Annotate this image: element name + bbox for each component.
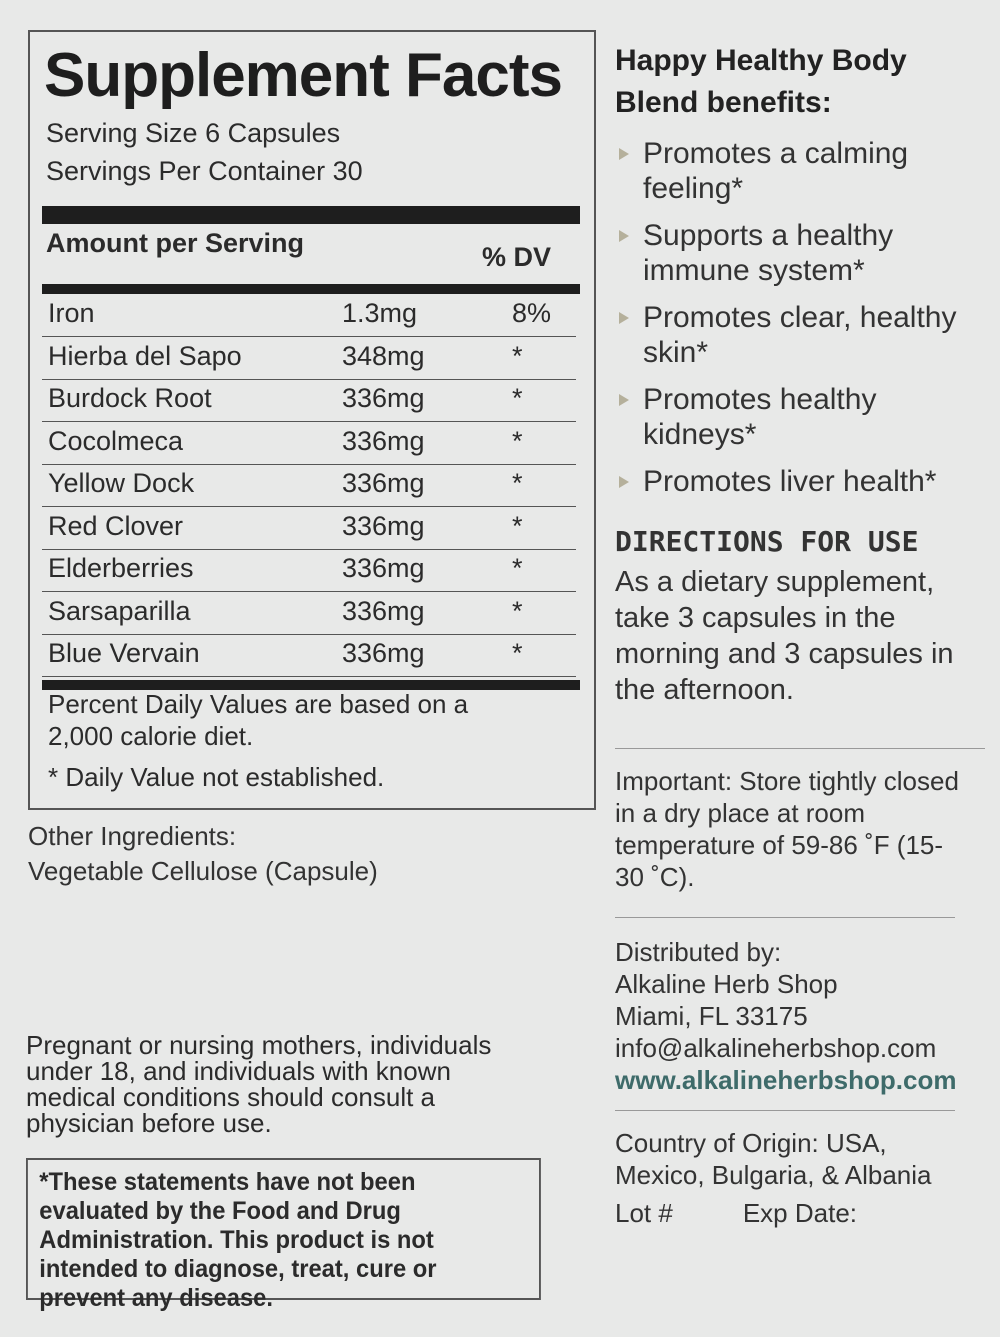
nutrient-dv: * [512,638,523,668]
nutrient-row: Iron 1.3mg 8% [42,294,576,337]
nutrient-row: Burdock Root 336mg * [42,379,576,422]
nutrient-dv: * [512,425,523,456]
servings-per-container: Servings Per Container 30 [46,156,363,186]
nutrient-amount: 336mg [342,553,425,583]
thick-divider [42,284,580,294]
amount-header: Amount per Serving [46,228,305,258]
divider [615,917,955,918]
nutrient-name: Blue Vervain [48,638,200,668]
nutrient-amount: 336mg [342,468,425,498]
benefit-item: Promotes healthy kidneys* [615,382,985,452]
distributor-name: Alkaline Herb Shop [615,969,838,999]
nutrient-row: Hierba del Sapo 348mg * [42,337,576,380]
nutrient-name: Sarsaparilla [48,595,191,626]
exp-date: Exp Date: [742,1198,857,1228]
website-link[interactable]: www.alkalineherbshop.com [615,1065,957,1095]
directions-text: As a dietary supplement, take 3 capsules… [615,566,954,706]
fda-disclaimer: *These statements have not been evaluate… [26,1158,541,1312]
thick-divider [42,206,580,224]
nutrient-amount: 1.3mg [342,298,418,328]
nutrient-name: Red Clover [48,510,184,541]
benefit-item: Supports a healthy immune system* [615,218,985,288]
nutrient-dv: * [512,595,523,626]
nutrient-amount: 336mg [342,510,425,541]
nutrient-dv: * [512,510,523,541]
nutrient-dv: * [512,383,523,413]
nutrient-name: Iron [48,298,95,328]
nutrient-row: Elderberries 336mg * [42,549,576,592]
nutrient-name: Hierba del Sapo [48,340,242,371]
other-ingredients-value: Vegetable Cellulose (Capsule) [28,856,378,886]
nutrient-row: Blue Vervain 336mg * [42,634,576,677]
dv-header: % DV [482,242,552,272]
nutrient-name: Elderberries [48,553,194,583]
serving-size: Serving Size 6 Capsules [46,118,341,148]
benefit-item: Promotes a calming feeling* [615,136,985,206]
lot-number: Lot # [615,1198,673,1228]
distributed-label: Distributed by: [615,937,782,967]
warning-text: Pregnant or nursing mothers, individuals… [26,1030,492,1138]
nutrient-dv: 8% [512,298,552,328]
nutrient-row: Sarsaparilla 336mg * [42,592,576,635]
other-ingredients-label: Other Ingredients: [28,821,237,851]
nutrient-dv: * [512,468,523,498]
country-of-origin: Country of Origin: USA, Mexico, Bulgaria… [615,1128,932,1190]
nutrient-name: Yellow Dock [48,468,195,498]
divider [615,748,985,749]
benefit-item: Promotes clear, healthy skin* [615,300,985,370]
facts-title: Supplement Facts [44,41,563,110]
benefits-heading: Happy Healthy Body Blend benefits: [615,44,907,119]
email-link[interactable]: info@alkalineherbshop.com [615,1033,937,1063]
right-column: Happy Healthy Body Blend benefits: Promo… [615,40,985,1229]
nutrient-row: Red Clover 336mg * [42,507,576,550]
distributor-city: Miami, FL 33175 [615,1001,808,1031]
nutrient-amount: 336mg [342,595,425,626]
storage-text: Important: Store tightly closed in a dry… [615,766,959,892]
nutrient-row: Cocolmeca 336mg * [42,422,576,465]
nutrient-amount: 336mg [342,638,425,668]
benefit-item: Promotes liver health* [615,464,985,499]
nutrient-amount: 336mg [342,425,425,456]
supplement-facts-panel: Supplement Facts Serving Size 6 Capsules… [28,30,596,810]
divider [615,1110,955,1111]
dv-note: Percent Daily Values are based on a 2,00… [48,689,469,751]
nutrient-dv: * [512,553,523,583]
nutrient-amount: 348mg [342,340,425,371]
dv-not-established: * Daily Value not established. [48,762,385,792]
nutrient-name: Cocolmeca [48,425,184,456]
nutrient-row: Yellow Dock 336mg * [42,464,576,507]
nutrient-amount: 336mg [342,383,425,413]
nutrient-dv: * [512,340,523,371]
directions-title: DIRECTIONS FOR USE [615,525,919,558]
thick-divider [42,680,580,690]
nutrient-name: Burdock Root [48,383,212,413]
